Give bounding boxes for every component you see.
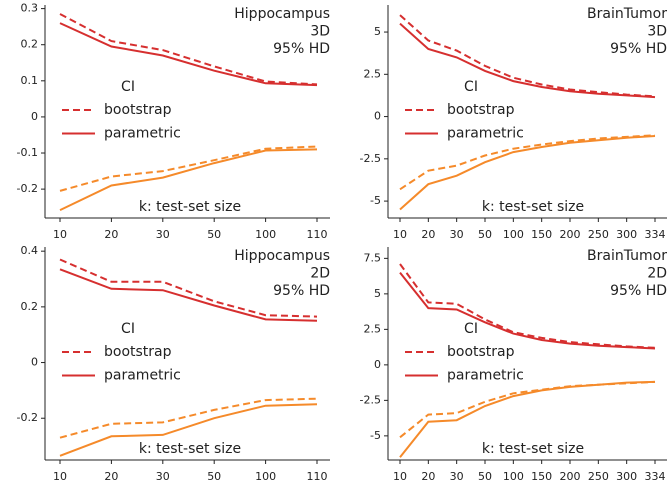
- legend-label: bootstrap: [447, 102, 515, 118]
- line-upper: [399, 14, 656, 98]
- y-tick-label: 7.5: [364, 251, 382, 264]
- line-lower: [59, 145, 318, 192]
- x-axis-label: k: test-set size: [139, 441, 241, 457]
- annotation: 2D: [310, 266, 330, 282]
- line-upper: [59, 22, 318, 87]
- x-tick-label: 100: [503, 228, 524, 241]
- x-tick-label: 30: [156, 470, 170, 483]
- x-tick-label: 200: [560, 470, 581, 483]
- legend-label: bootstrap: [104, 102, 172, 118]
- y-tick-label: -2.5: [360, 152, 381, 165]
- x-axis-label: k: test-set size: [482, 441, 584, 457]
- x-tick-label: 150: [531, 228, 552, 241]
- x-tick-label: 100: [255, 470, 276, 483]
- annotation: 95% HD: [273, 283, 330, 299]
- line-lower: [399, 380, 656, 458]
- x-tick-label: 30: [156, 228, 170, 241]
- x-tick-label: 110: [307, 470, 328, 483]
- annotation: 95% HD: [273, 41, 330, 57]
- x-tick-label: 300: [616, 470, 637, 483]
- y-tick-label: 0.1: [21, 74, 39, 87]
- y-tick-label: 0: [31, 356, 38, 369]
- line-lower: [399, 135, 656, 211]
- annotation: 3D: [310, 24, 330, 40]
- annotation: 95% HD: [610, 283, 667, 299]
- x-axis-label: k: test-set size: [139, 199, 241, 215]
- x-tick-label: 50: [207, 228, 221, 241]
- line-lower: [399, 380, 656, 439]
- x-tick-label: 200: [560, 228, 581, 241]
- legend-label: parametric: [104, 368, 181, 384]
- x-tick-label: 100: [255, 228, 276, 241]
- x-tick-label: 30: [450, 470, 464, 483]
- y-tick-label: -0.2: [17, 411, 38, 424]
- y-tick-label: -5: [370, 194, 381, 207]
- x-tick-label: 300: [616, 228, 637, 241]
- x-tick-label: 100: [503, 470, 524, 483]
- x-tick-label: 50: [207, 470, 221, 483]
- y-tick-label: -5: [370, 429, 381, 442]
- x-tick-label: 20: [421, 228, 435, 241]
- line-upper: [59, 258, 318, 318]
- y-tick-label: 0: [374, 358, 381, 371]
- x-axis-label: k: test-set size: [482, 199, 584, 215]
- x-tick-label: 30: [450, 228, 464, 241]
- y-tick-label: -0.2: [17, 182, 38, 195]
- line-upper: [399, 263, 656, 349]
- annotation: BrainTumor: [587, 248, 667, 264]
- annotation: Hippocampus: [234, 248, 330, 264]
- y-tick-label: 0: [31, 110, 38, 123]
- x-tick-label: 250: [588, 470, 609, 483]
- line-lower: [59, 403, 318, 457]
- y-tick-label: 0.4: [21, 244, 39, 257]
- legend-title: CI: [121, 79, 135, 95]
- x-tick-label: 334: [645, 470, 666, 483]
- x-tick-label: 10: [53, 470, 67, 483]
- annotation: 3D: [647, 24, 667, 40]
- annotation: Hippocampus: [234, 6, 330, 22]
- legend-label: parametric: [104, 126, 181, 142]
- x-tick-label: 20: [421, 470, 435, 483]
- line-upper: [399, 271, 656, 350]
- y-tick-label: 2.5: [364, 322, 382, 335]
- x-tick-label: 50: [478, 470, 492, 483]
- annotation: BrainTumor: [587, 6, 667, 22]
- legend-title: CI: [464, 79, 478, 95]
- x-tick-label: 10: [53, 228, 67, 241]
- legend-label: bootstrap: [447, 344, 515, 360]
- y-tick-label: 0.2: [21, 38, 39, 51]
- legend-title: CI: [121, 321, 135, 337]
- line-upper: [59, 268, 318, 322]
- legend-title: CI: [464, 321, 478, 337]
- x-tick-label: 50: [478, 228, 492, 241]
- y-tick-label: -0.1: [17, 146, 38, 159]
- y-tick-label: -2.5: [360, 393, 381, 406]
- line-lower: [59, 148, 318, 212]
- x-tick-label: 150: [531, 470, 552, 483]
- x-tick-label: 10: [393, 470, 407, 483]
- line-lower: [399, 134, 656, 191]
- x-tick-label: 20: [104, 228, 118, 241]
- y-tick-label: 5: [374, 25, 381, 38]
- x-tick-label: 250: [588, 228, 609, 241]
- line-upper: [59, 13, 318, 86]
- y-tick-label: 5: [374, 287, 381, 300]
- x-tick-label: 10: [393, 228, 407, 241]
- y-tick-label: 0.2: [21, 300, 39, 313]
- legend-label: bootstrap: [104, 344, 172, 360]
- legend-label: parametric: [447, 368, 524, 384]
- annotation: 2D: [647, 266, 667, 282]
- line-lower: [59, 397, 318, 439]
- x-tick-label: 20: [104, 470, 118, 483]
- legend-label: parametric: [447, 126, 524, 142]
- y-tick-label: 0: [374, 110, 381, 123]
- annotation: 95% HD: [610, 41, 667, 57]
- y-tick-label: 0.3: [21, 2, 39, 15]
- line-upper: [399, 22, 656, 99]
- y-tick-label: 2.5: [364, 67, 382, 80]
- x-tick-label: 110: [307, 228, 328, 241]
- x-tick-label: 334: [645, 228, 666, 241]
